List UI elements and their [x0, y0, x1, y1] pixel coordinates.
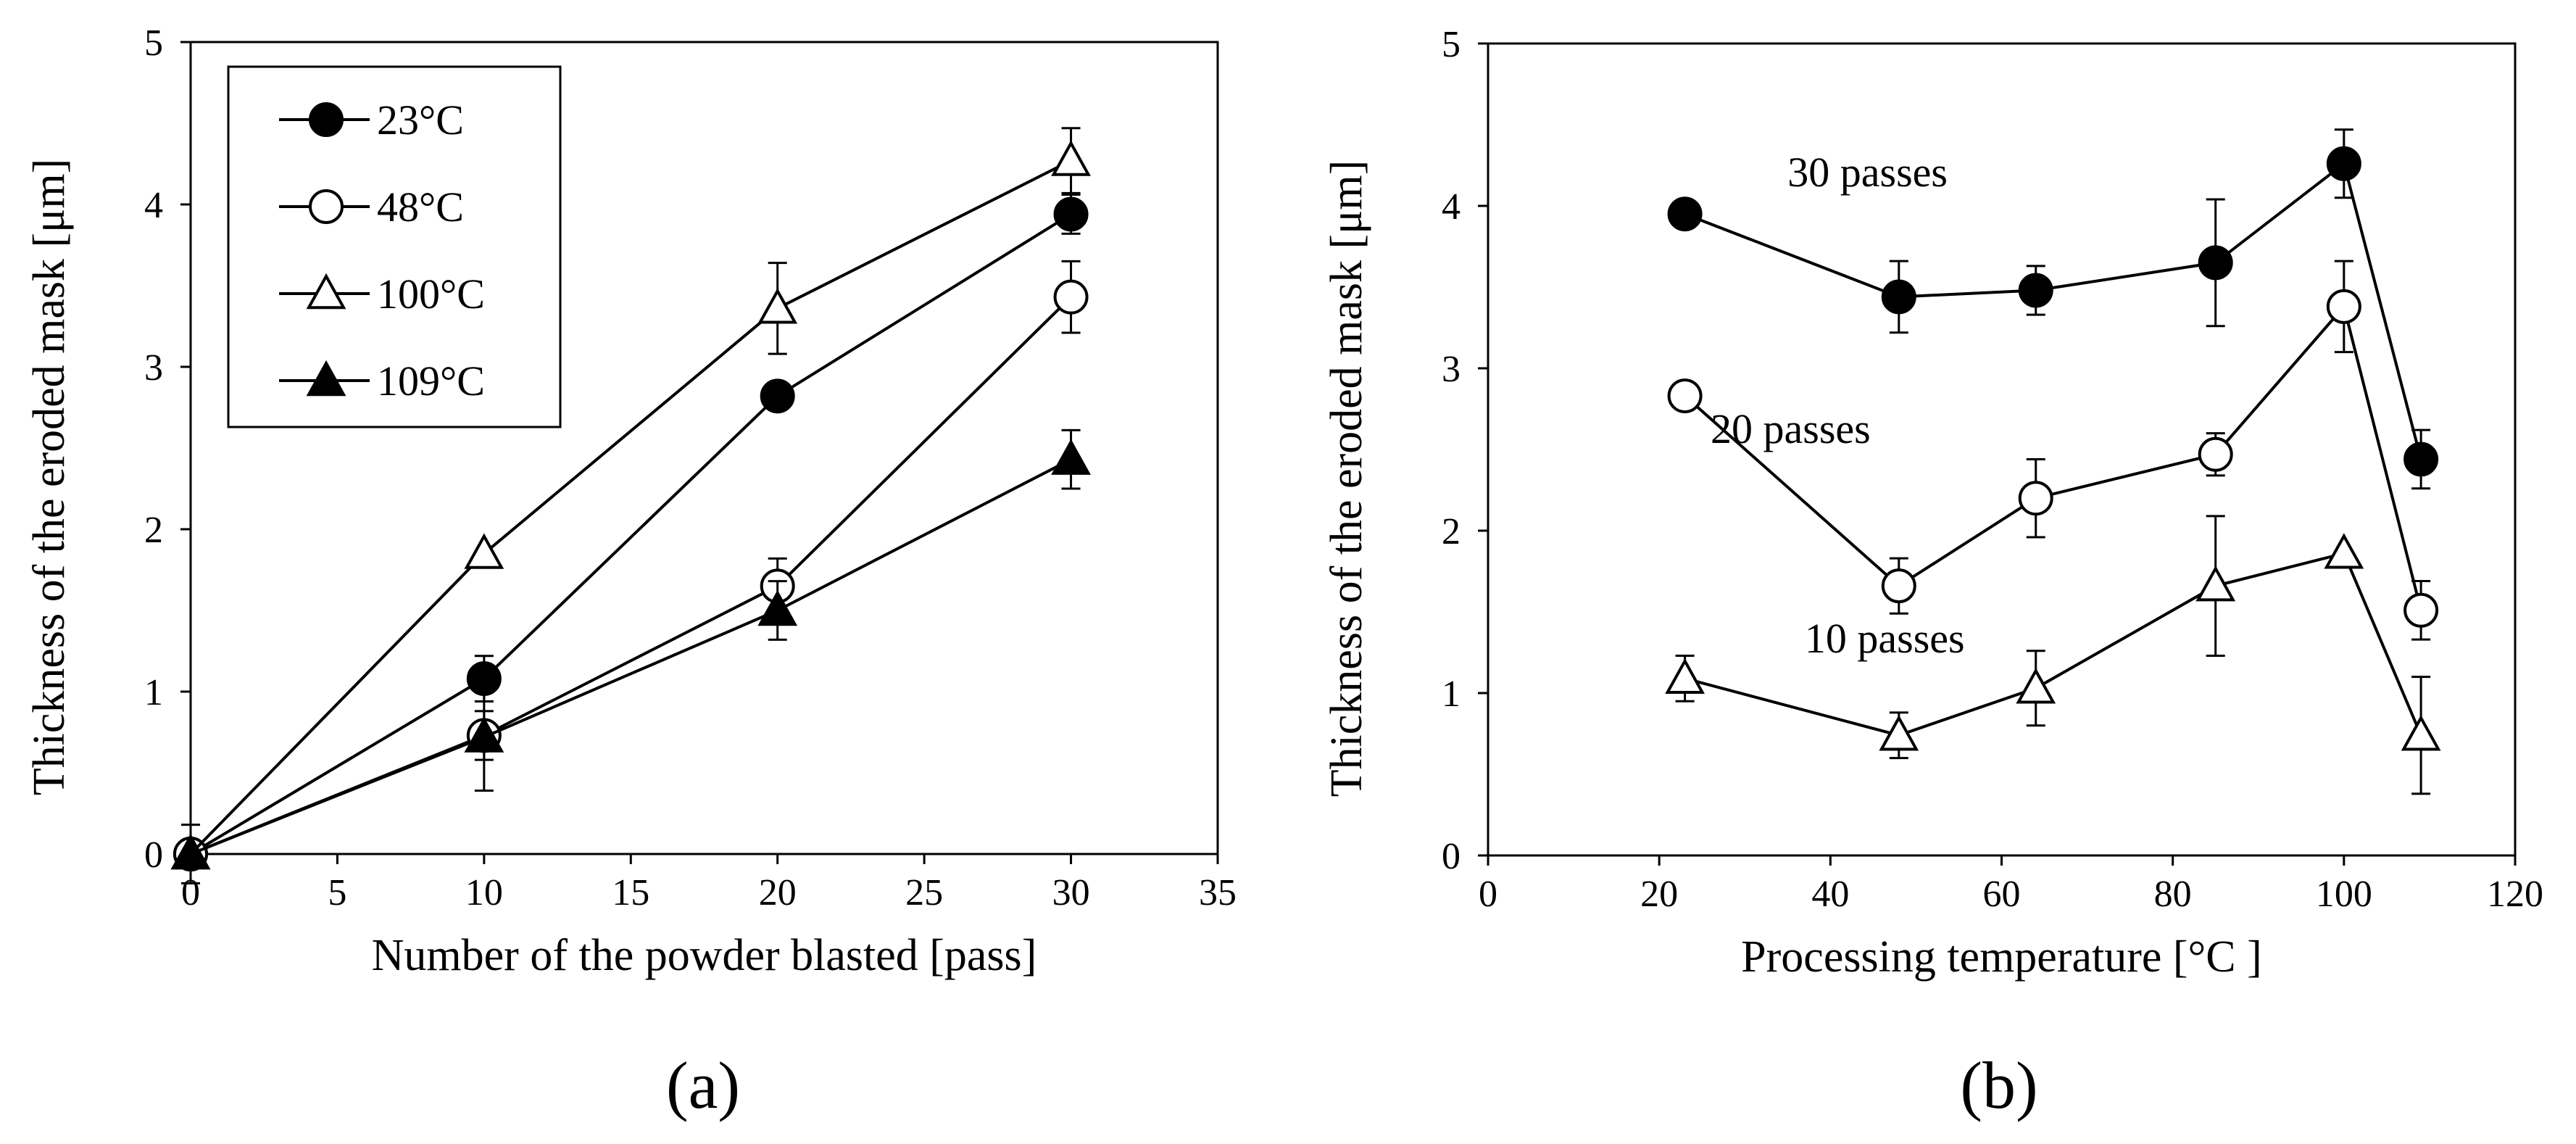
- x-tick-label: 20: [1640, 874, 1678, 915]
- data-point: [2403, 442, 2439, 477]
- series-30-passes: 30 passes: [1667, 128, 2439, 490]
- x-tick-label: 60: [1983, 874, 2021, 915]
- y-tick-label: 1: [1442, 673, 1461, 715]
- series-line: [1684, 161, 2423, 460]
- y-tick-label: 5: [1442, 24, 1461, 65]
- data-point: [464, 716, 504, 753]
- series-20-passes: 20 passes: [1667, 260, 2439, 641]
- y-axis-title: Thickness of the eroded mask [μm]: [1322, 160, 1371, 797]
- y-tick-label: 4: [144, 185, 163, 226]
- y-tick-label: 2: [144, 510, 163, 551]
- legend-item: 109°C: [279, 357, 485, 405]
- legend: 23°C 48°C 100°C 109°C: [227, 65, 562, 428]
- data-point: [1051, 439, 1091, 475]
- series-label: 30 passes: [1787, 149, 1948, 196]
- y-tick-label: 0: [144, 834, 163, 876]
- x-tick-label: 30: [1052, 872, 1090, 913]
- x-tick-label: 120: [2487, 874, 2543, 915]
- legend-label: 23°C: [377, 96, 464, 144]
- data-point: [2018, 481, 2053, 516]
- legend-marker: [306, 360, 346, 397]
- legend-label: 48°C: [377, 183, 464, 231]
- data-point: [2401, 715, 2441, 751]
- y-tick-label: 1: [144, 672, 163, 713]
- data-point: [1881, 568, 1916, 604]
- series-line: [1684, 303, 2423, 611]
- x-tick-label: 25: [905, 872, 943, 913]
- data-point: [2326, 146, 2361, 181]
- data-point: [2326, 289, 2361, 324]
- y-tick-label: 3: [1442, 349, 1461, 390]
- data-point: [2018, 273, 2053, 308]
- series-line: [189, 212, 1072, 855]
- series-109-c: [170, 428, 1091, 884]
- series-line: [1684, 552, 2422, 737]
- legend-marker: [309, 102, 344, 137]
- data-point: [1051, 140, 1091, 176]
- legend-item: 23°C: [279, 96, 464, 144]
- y-tick-label: 2: [1442, 511, 1461, 552]
- legend-marker: [309, 189, 344, 224]
- y-tick-label: 4: [1442, 186, 1461, 228]
- x-tick-label: 35: [1199, 872, 1237, 913]
- y-tick-label: 0: [1442, 836, 1461, 877]
- x-tick-label: 10: [465, 872, 503, 913]
- x-tick-label: 40: [1811, 874, 1849, 915]
- data-point: [2016, 668, 2056, 704]
- data-point: [1879, 715, 1919, 751]
- x-tick-label: 80: [2154, 874, 2192, 915]
- data-point: [2403, 592, 2439, 628]
- panel-label: (a): [666, 1048, 740, 1122]
- y-tick-label: 5: [144, 22, 163, 64]
- data-point: [1667, 196, 1703, 232]
- data-point: [2198, 245, 2233, 281]
- data-point: [2324, 533, 2364, 569]
- data-point: [170, 833, 211, 870]
- y-tick-label: 3: [144, 347, 163, 389]
- data-point: [2195, 565, 2236, 602]
- series-line: [190, 457, 1072, 855]
- data-point: [757, 288, 798, 324]
- x-tick-label: 0: [1479, 874, 1497, 915]
- series-line: [189, 159, 1072, 855]
- x-tick-label: 15: [612, 872, 649, 913]
- series-10-passes: 10 passes: [1665, 515, 2441, 795]
- data-point: [2198, 436, 2233, 472]
- legend-label: 109°C: [377, 357, 485, 405]
- data-point: [1667, 378, 1703, 414]
- data-point: [1881, 279, 1916, 315]
- x-tick-label: 20: [759, 872, 797, 913]
- data-point: [1665, 658, 1705, 695]
- panel-label: (b): [1960, 1048, 2037, 1122]
- data-point: [757, 589, 798, 626]
- data-point: [464, 533, 504, 569]
- series-label: 10 passes: [1805, 615, 1965, 662]
- chart-panel-b: 0 20 40 60 80 100 120 0 1 2 3 4 5 Processing temperat…: [1322, 24, 2543, 1122]
- legend-marker: [306, 273, 346, 310]
- series-label: 20 passes: [1711, 405, 1871, 452]
- x-axis-title: Processing temperature [°C ]: [1741, 932, 2262, 982]
- legend-item: 100°C: [279, 270, 485, 318]
- data-point: [1053, 196, 1089, 232]
- y-axis-title: Thickness of the eroded mask [μm]: [25, 159, 74, 796]
- data-point: [760, 378, 795, 414]
- legend-label: 100°C: [377, 270, 485, 318]
- legend-item: 48°C: [279, 183, 464, 231]
- x-tick-label: 5: [328, 872, 346, 913]
- x-axis-title: Number of the powder blasted [pass]: [372, 931, 1037, 980]
- plot-frame: [189, 41, 1219, 855]
- data-point: [1053, 279, 1089, 315]
- legend-box: [227, 65, 562, 428]
- x-tick-label: 100: [2316, 874, 2372, 915]
